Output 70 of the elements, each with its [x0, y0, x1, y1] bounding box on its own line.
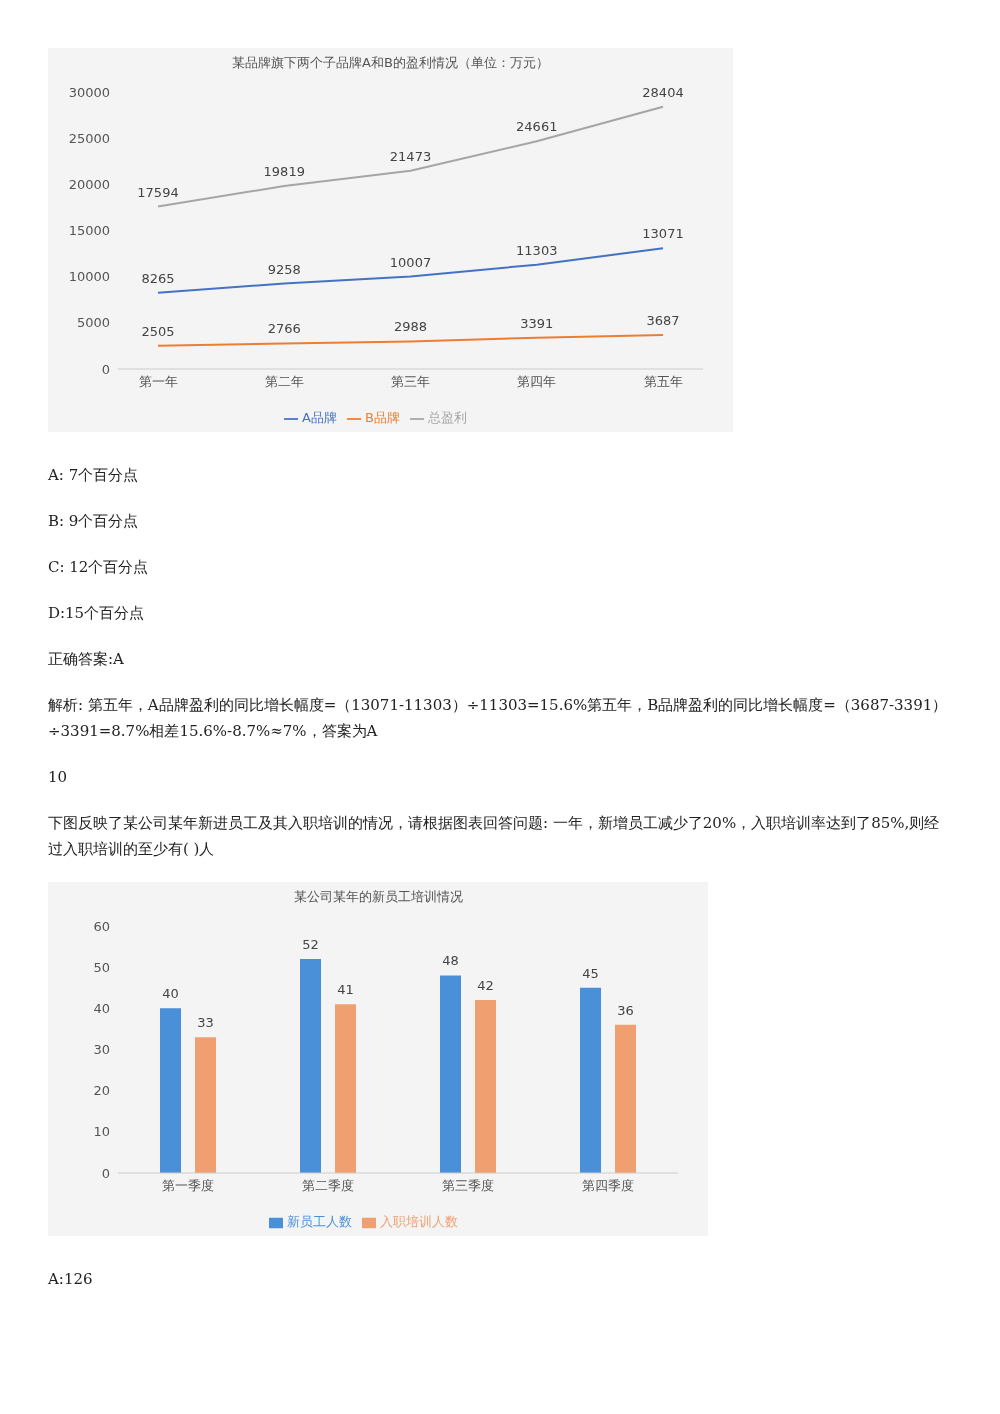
x-tick-label: 第四年 [517, 374, 557, 390]
data-label: 48 [442, 953, 459, 969]
data-label: 17594 [137, 184, 179, 200]
y-tick-label: 0 [101, 1165, 110, 1181]
data-label: 2766 [267, 321, 301, 337]
y-tick-label: 0 [101, 361, 110, 377]
y-tick-label: 25000 [68, 130, 110, 146]
y-tick-label: 20 [93, 1083, 110, 1099]
y-tick-label: 30 [93, 1042, 110, 1058]
x-tick-label: 第一季度 [162, 1178, 214, 1194]
data-label: 11303 [516, 242, 558, 258]
data-label: 41 [337, 982, 354, 998]
data-label: 2988 [393, 319, 428, 335]
x-tick-label: 第三季度 [442, 1178, 494, 1194]
data-label: 24661 [516, 119, 558, 135]
x-tick-label: 第二季度 [302, 1178, 354, 1194]
y-tick-label: 20000 [68, 176, 110, 192]
legend-label: 新员工人数 [286, 1214, 352, 1229]
x-tick-label: 第五年 [643, 374, 683, 390]
y-tick-label: 15000 [68, 223, 110, 239]
legend-label: A品牌 [302, 410, 337, 425]
bar [475, 1000, 496, 1173]
data-label: 42 [477, 978, 494, 994]
bar [160, 1008, 181, 1173]
data-label: 10007 [389, 254, 432, 270]
text: 正确答案:A [48, 649, 125, 670]
text: B: 9个百分点 [48, 511, 140, 532]
data-label: 28404 [642, 84, 684, 100]
x-tick-label: 第二年 [264, 374, 304, 390]
legend-label: 总盈利 [427, 410, 467, 425]
data-label: 3687 [646, 312, 680, 328]
data-label: 19819 [263, 164, 305, 179]
bar [615, 1024, 636, 1173]
data-label: 36 [617, 1002, 634, 1018]
data-label: 9258 [267, 261, 301, 277]
x-tick-label: 第三年 [391, 374, 430, 390]
y-tick-label: 30000 [68, 84, 110, 100]
text: 下图反映了某公司某年新进员工及其入职培训的情况，请根据图表回答问题: 一年，新增员工减少了20%，入职培训率达到了85%,则经过入职培训的至少有( )人 [48, 813, 941, 860]
bar [580, 987, 601, 1173]
legend-label: B品牌 [364, 410, 400, 425]
data-label: 52 [302, 936, 319, 952]
data-label: 2505 [141, 323, 175, 339]
legend-label: 入职培训人数 [379, 1214, 458, 1229]
data-label: 8265 [141, 270, 175, 286]
text: C: 12个百分点 [48, 557, 150, 578]
bar [300, 958, 321, 1173]
data-label: 33 [197, 1015, 214, 1031]
x-tick-label: 第一年 [138, 374, 178, 390]
y-tick-label: 50 [93, 959, 110, 975]
chart-title: 某品牌旗下两个子品牌A和B的盈利情况（单位：万元） [231, 54, 550, 72]
x-tick-label: 第四季度 [582, 1178, 634, 1194]
y-tick-label: 40 [93, 1000, 110, 1016]
y-tick-label: 5000 [76, 315, 110, 331]
bar [195, 1037, 216, 1173]
data-label: 21473 [389, 148, 432, 164]
data-label: 40 [162, 986, 179, 1002]
data-label: 45 [582, 965, 599, 981]
bar [335, 1004, 356, 1173]
chart-title: 某公司某年的新员工培训情况 [292, 888, 464, 906]
data-label: 3391 [520, 315, 554, 331]
text: 10 [48, 767, 69, 788]
text: 解析: 第五年，A品牌盈利的同比增长幅度=（13071-11303）÷11303=15.6%第五年，B品牌盈利的同比增长幅度=（3687-3391）÷3391=8.7%相差15.6%-8.7%≈7%，答案为A [48, 695, 949, 742]
y-tick-label: 60 [93, 918, 110, 934]
data-label: 13071 [642, 226, 684, 242]
y-tick-label: 10000 [68, 269, 110, 285]
y-tick-label: 10 [93, 1124, 110, 1140]
text: A: 7个百分点 [48, 465, 140, 486]
bar [440, 975, 461, 1173]
text: A:126 [48, 1269, 94, 1290]
text: D:15个百分点 [48, 603, 146, 624]
